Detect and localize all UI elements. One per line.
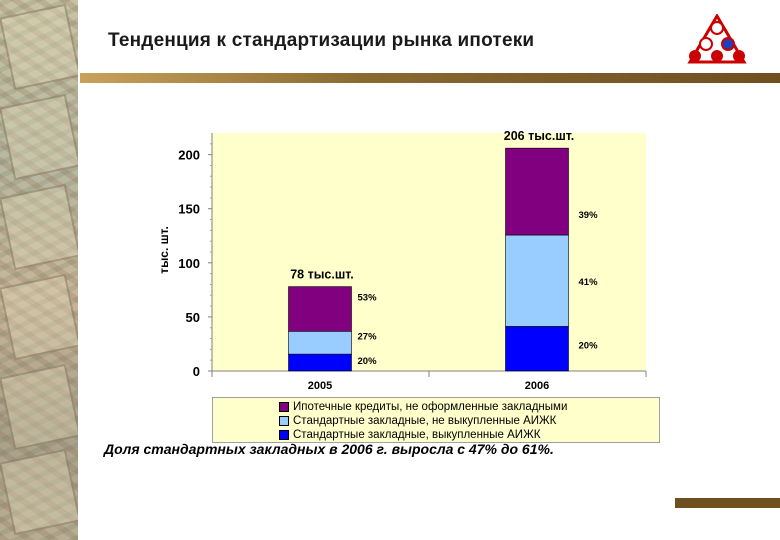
logo-icon xyxy=(687,14,747,64)
slide-title: Тенденция к стандартизации рынка ипотеки xyxy=(108,30,535,51)
y-tick-label: 100 xyxy=(178,256,200,271)
total-label: 206 тыс.шт. xyxy=(504,129,574,143)
legend-swatch-light-blue xyxy=(279,416,289,426)
legend-label: Стандартные закладные, выкупленные АИЖК xyxy=(293,429,541,441)
bar-segment xyxy=(288,353,352,372)
slide-caption: Доля стандартных закладных в 2006 г. выр… xyxy=(104,441,554,457)
data-label: 53% xyxy=(358,293,378,304)
legend-item: Ипотечные кредиты, не оформленные заклад… xyxy=(279,401,567,413)
legend-label: Ипотечные кредиты, не оформленные заклад… xyxy=(293,401,568,413)
bar-segment xyxy=(505,234,569,327)
legend-item: Стандартные закладные, не выкупленные АИ… xyxy=(279,415,556,427)
y-tick-label: 50 xyxy=(186,310,200,325)
bar-segment xyxy=(288,286,352,332)
data-label: 27% xyxy=(358,331,378,342)
plot-area xyxy=(212,133,646,371)
x-tick-label: 2005 xyxy=(308,380,332,392)
title-divider-bar xyxy=(80,73,780,83)
data-label: 39% xyxy=(579,210,599,221)
decorative-banknotes-strip xyxy=(0,0,78,540)
legend-label: Стандартные закладные, не выкупленные АИ… xyxy=(293,415,557,427)
data-label: 20% xyxy=(358,356,378,367)
bottom-decor-bar xyxy=(675,498,780,508)
y-tick-label: 0 xyxy=(193,364,200,379)
legend-item: Стандартные закладные, выкупленные АИЖК xyxy=(279,429,540,441)
legend-swatch-purple xyxy=(279,402,289,412)
data-label: 20% xyxy=(579,340,599,351)
y-tick-label: 200 xyxy=(178,148,200,163)
y-axis-label: тыс. шт. xyxy=(157,226,171,274)
chart-legend: Ипотечные кредиты, не оформленные заклад… xyxy=(212,397,660,443)
legend-swatch-blue xyxy=(279,430,289,440)
total-label: 78 тыс.шт. xyxy=(290,268,354,282)
data-label: 41% xyxy=(579,277,599,288)
bar-segment xyxy=(505,326,569,372)
x-tick-label: 2006 xyxy=(525,380,549,392)
y-tick-label: 150 xyxy=(178,202,200,217)
bar-segment xyxy=(288,330,352,355)
bar-segment xyxy=(505,147,569,236)
